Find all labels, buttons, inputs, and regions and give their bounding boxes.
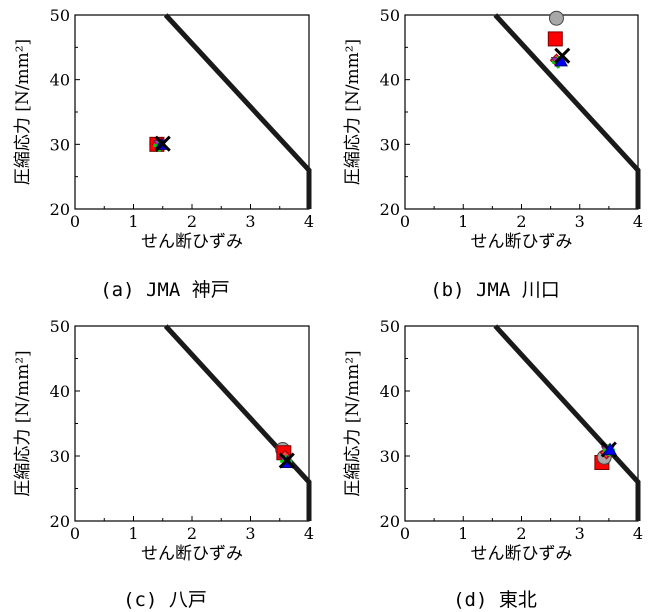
limit-curve — [493, 324, 641, 521]
y-tick-label: 30 — [380, 447, 400, 466]
x-tick-label: 1 — [458, 524, 468, 543]
y-tick-label: 40 — [50, 382, 70, 401]
x-tick-label: 2 — [516, 524, 526, 543]
limit-curve — [163, 13, 312, 209]
chart-panel-2: 0 1 2 3 4 20 30 40 50 せん断ひずみ 圧縮応力 [N/mm²] (c) 八戸 — [13, 317, 314, 611]
x-tick-label: 4 — [633, 524, 643, 543]
marker-x — [554, 47, 571, 64]
y-tick-label: 20 — [50, 512, 70, 531]
y-axis-label: 圧縮応力 [N/mm²] — [343, 350, 363, 496]
x-tick-label: 4 — [304, 212, 314, 231]
y-tick-label: 30 — [380, 135, 400, 154]
limit-curve — [163, 324, 312, 521]
x-tick-label: 1 — [128, 212, 138, 231]
chart-panel-1: 0 1 2 3 4 20 30 40 50 せん断ひずみ 圧縮応力 [N/mm²] (b) JMA 川… — [343, 6, 643, 301]
y-axis-label: 圧縮応力 [N/mm²] — [13, 39, 33, 185]
y-tick-label: 20 — [50, 200, 70, 219]
y-tick-label: 40 — [380, 71, 400, 90]
y-tick-label: 30 — [50, 135, 70, 154]
x-tick-label: 3 — [575, 212, 585, 231]
marker-triangle-up — [603, 442, 617, 455]
x-axis-label: せん断ひずみ — [471, 544, 573, 564]
chart-panel-3: 0 1 2 3 4 20 30 40 50 せん断ひずみ 圧縮応力 [N/mm²] (d) 東北 — [343, 317, 643, 611]
panel-caption: (c) 八戸 — [123, 589, 207, 611]
y-tick-label: 50 — [380, 6, 400, 25]
marker-circle — [548, 10, 564, 26]
y-axis-label: 圧縮応力 [N/mm²] — [343, 39, 363, 185]
y-tick-label: 50 — [50, 317, 70, 336]
panel-caption: (a) JMA 神戸 — [100, 279, 230, 301]
x-tick-label: 0 — [400, 212, 410, 231]
x-tick-label: 3 — [245, 212, 255, 231]
y-tick-label: 40 — [380, 382, 400, 401]
y-tick-label: 40 — [50, 71, 70, 90]
x-tick-label: 2 — [187, 212, 197, 231]
x-tick-label: 3 — [575, 524, 585, 543]
x-tick-label: 3 — [245, 524, 255, 543]
y-axis-label: 圧縮応力 [N/mm²] — [13, 350, 33, 496]
y-tick-label: 50 — [50, 6, 70, 25]
marker-x — [278, 452, 295, 469]
x-tick-label: 0 — [70, 524, 80, 543]
x-tick-label: 4 — [304, 524, 314, 543]
marker-x — [154, 135, 171, 152]
marker-square — [547, 31, 563, 47]
panel-caption: (b) JMA 川口 — [430, 279, 560, 301]
limit-curve — [493, 13, 641, 209]
x-tick-label: 4 — [633, 212, 643, 231]
x-tick-label: 1 — [458, 212, 468, 231]
panel-caption: (d) 東北 — [453, 589, 537, 611]
x-tick-label: 0 — [70, 212, 80, 231]
x-tick-label: 1 — [128, 524, 138, 543]
y-tick-label: 30 — [50, 447, 70, 466]
x-axis-label: せん断ひずみ — [141, 544, 243, 564]
chart-panel-0: 0 1 2 3 4 20 30 40 50 せん断ひずみ 圧縮応力 [N/mm²] (a) JMA 神… — [13, 6, 314, 301]
x-tick-label: 2 — [187, 524, 197, 543]
x-tick-label: 2 — [516, 212, 526, 231]
x-axis-label: せん断ひずみ — [471, 232, 573, 252]
y-tick-label: 20 — [380, 512, 400, 531]
x-axis-label: せん断ひずみ — [141, 232, 243, 252]
y-tick-label: 20 — [380, 200, 400, 219]
x-tick-label: 0 — [400, 524, 410, 543]
y-tick-label: 50 — [380, 317, 400, 336]
